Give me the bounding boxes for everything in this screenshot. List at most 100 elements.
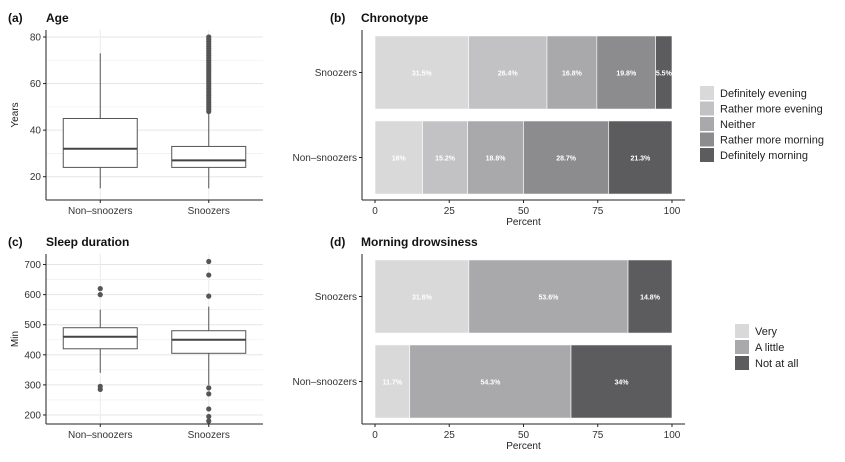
legend-label: Rather more morning bbox=[720, 135, 824, 147]
bar-segment bbox=[409, 344, 572, 419]
x-tick-label: 0 bbox=[372, 430, 378, 441]
legend-label: Definitely evening bbox=[720, 88, 807, 100]
y-tick-label: 700 bbox=[24, 260, 41, 271]
legend-label: Rather more evening bbox=[720, 104, 823, 116]
outlier-point bbox=[206, 34, 212, 40]
legend: Definitely evening Rather more evening Nei… bbox=[700, 86, 824, 162]
box-1 bbox=[171, 34, 247, 189]
legend-label: Not at all bbox=[755, 358, 798, 370]
legend-swatch bbox=[735, 340, 749, 354]
panel-0: (a) Age 20 40 60 80 Years Non–snoozers Snoozers bbox=[8, 11, 263, 217]
category-label: Snoozers bbox=[315, 292, 357, 303]
panel-2: (c) Sleep duration 200 300 400 500 600 700 Min No… bbox=[8, 235, 263, 441]
bar-segment bbox=[596, 35, 656, 110]
data-label: 31.5% bbox=[412, 71, 433, 78]
panel-label: (b) bbox=[330, 11, 345, 25]
outlier-point bbox=[206, 418, 212, 424]
x-tick-label: Non–snoozers bbox=[68, 430, 132, 441]
category-label: Snoozers bbox=[315, 68, 357, 79]
bar-segment bbox=[546, 35, 598, 110]
box-iqr bbox=[171, 145, 247, 168]
box-iqr bbox=[171, 330, 247, 354]
data-label: 14.8% bbox=[640, 295, 661, 302]
category-label: Non–snoozers bbox=[293, 153, 357, 164]
x-tick-label: Snoozers bbox=[188, 430, 230, 441]
data-label: 11.7% bbox=[383, 380, 403, 387]
x-tick-label: 0 bbox=[372, 206, 378, 217]
data-label: 53.6% bbox=[539, 295, 560, 302]
bar-segment bbox=[467, 120, 524, 195]
data-label: 15.2% bbox=[435, 156, 456, 163]
panel-title: Chronotype bbox=[361, 11, 429, 25]
data-label: 54.3% bbox=[480, 380, 501, 387]
bar-segment bbox=[627, 259, 673, 334]
legend-label: Neither bbox=[720, 119, 756, 131]
box-0 bbox=[62, 53, 138, 189]
box-iqr bbox=[62, 327, 138, 350]
outlier-point bbox=[206, 272, 212, 278]
box-0 bbox=[62, 286, 138, 392]
data-label: 26.4% bbox=[498, 71, 519, 78]
legend-label: Very bbox=[755, 326, 778, 338]
x-tick-label: 100 bbox=[664, 206, 681, 217]
outlier-point bbox=[206, 391, 212, 397]
data-label: 21.3% bbox=[630, 156, 651, 163]
bar-segment bbox=[468, 259, 629, 334]
legend-swatch bbox=[735, 324, 749, 338]
x-tick-label: 100 bbox=[664, 430, 681, 441]
outlier-point bbox=[206, 413, 212, 420]
box-1 bbox=[171, 258, 247, 424]
bar-segment bbox=[374, 120, 423, 195]
data-label: 34% bbox=[615, 380, 630, 387]
y-tick-label: 80 bbox=[30, 32, 42, 43]
legend-swatch bbox=[700, 148, 714, 162]
legend-swatch bbox=[735, 356, 749, 370]
y-tick-label: 60 bbox=[30, 79, 42, 90]
data-label: 28.7% bbox=[556, 156, 577, 163]
data-label: 16.8% bbox=[562, 71, 583, 78]
y-tick-label: 300 bbox=[24, 380, 41, 391]
outlier-point bbox=[206, 385, 212, 391]
bar-segment bbox=[523, 120, 610, 195]
legend: Very A little Not at all bbox=[735, 324, 798, 370]
panel-label: (d) bbox=[330, 235, 345, 249]
panel-title: Sleep duration bbox=[46, 235, 129, 249]
y-tick-label: 20 bbox=[30, 172, 42, 183]
legend-label: A little bbox=[755, 342, 784, 354]
panel-label: (c) bbox=[8, 235, 23, 249]
outlier-point bbox=[97, 292, 103, 298]
panel-label: (a) bbox=[8, 11, 23, 25]
data-label: 18.8% bbox=[486, 156, 507, 163]
data-label: 5.5% bbox=[656, 71, 673, 78]
bar-segment bbox=[374, 259, 470, 334]
x-tick-label: Snoozers bbox=[188, 206, 230, 217]
x-tick-label: Non–snoozers bbox=[68, 206, 132, 217]
bar-segment bbox=[655, 35, 673, 110]
legend-label: Definitely morning bbox=[720, 150, 808, 162]
legend-swatch bbox=[700, 117, 714, 131]
bar-segment bbox=[570, 344, 673, 419]
y-tick-label: 200 bbox=[24, 410, 41, 421]
data-label: 16% bbox=[392, 156, 407, 163]
x-axis-label: Percent bbox=[506, 217, 541, 228]
y-tick-label: 40 bbox=[30, 126, 42, 137]
data-label: 19.8% bbox=[616, 71, 637, 78]
y-axis-label: Min bbox=[10, 331, 21, 347]
outlier-point bbox=[206, 293, 212, 299]
legend-swatch bbox=[700, 86, 714, 100]
bar-segment bbox=[374, 344, 411, 419]
y-tick-label: 600 bbox=[24, 290, 41, 301]
y-tick-label: 400 bbox=[24, 350, 41, 361]
panel-title: Morning drowsiness bbox=[361, 235, 478, 249]
category-label: Non–snoozers bbox=[293, 377, 357, 388]
panel-3: (d) Morning drowsiness Snoozers 31.6% 53.6% 1… bbox=[293, 235, 799, 452]
x-tick-label: 75 bbox=[592, 430, 604, 441]
x-tick-label: 75 bbox=[592, 206, 604, 217]
x-tick-label: 25 bbox=[444, 206, 456, 217]
outlier-point bbox=[206, 406, 212, 412]
x-tick-label: 50 bbox=[518, 430, 530, 441]
bar-segment bbox=[468, 35, 548, 110]
box-iqr bbox=[62, 117, 138, 168]
x-axis-label: Percent bbox=[506, 441, 541, 452]
panel-title: Age bbox=[46, 11, 69, 25]
